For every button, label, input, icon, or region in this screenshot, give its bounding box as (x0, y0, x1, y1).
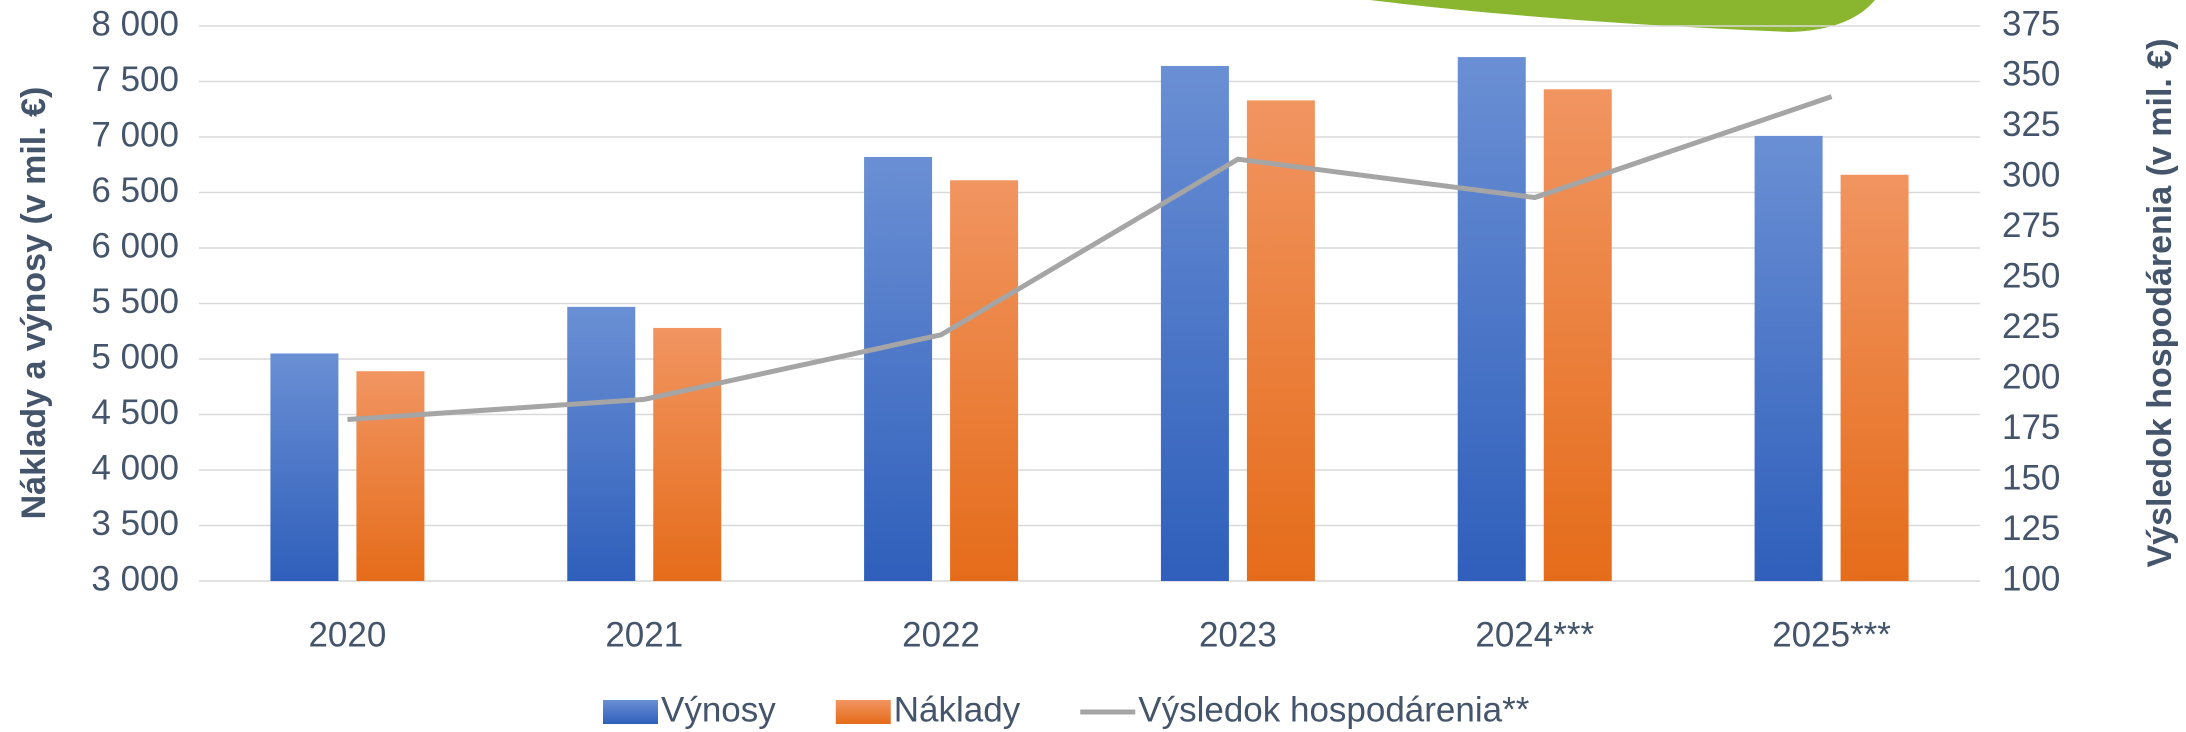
y-axis-title: Náklady a výnosy (v mil. €) (15, 87, 53, 520)
y-tick-label: 6 000 (91, 226, 179, 265)
legend-label: Náklady (894, 690, 1021, 729)
y2-tick-label: 150 (2002, 458, 2060, 497)
y-tick-label: 5 500 (91, 282, 179, 321)
bar (1161, 66, 1229, 581)
bar (1841, 175, 1909, 581)
bar (1247, 100, 1315, 581)
y2-tick-label: 325 (2002, 105, 2060, 144)
y2-axis-title: Výsledok hospodárenia (v mil. €) (2141, 38, 2179, 567)
x-tick-label: 2021 (605, 615, 683, 654)
bar (270, 353, 338, 581)
y2-tick-label: 300 (2002, 156, 2060, 195)
y-tick-label: 7 000 (91, 115, 179, 154)
y-tick-label: 4 500 (91, 393, 179, 432)
y2-tick-label: 100 (2002, 559, 2060, 598)
decoration (1370, 0, 1875, 32)
x-tick-label: 2024*** (1475, 615, 1594, 654)
bar (864, 157, 932, 581)
y-tick-label: 3 500 (91, 504, 179, 543)
bar (567, 307, 635, 581)
page: Náklady a výnosy (v mil. €) Výsledok hos… (0, 0, 2186, 732)
y2-tick-label: 375 (2002, 4, 2060, 43)
legend-label: Výnosy (661, 690, 776, 729)
x-tick-label: 2020 (308, 615, 386, 654)
y2-tick-label: 275 (2002, 206, 2060, 245)
y2-tick-label: 250 (2002, 257, 2060, 296)
bar (1755, 136, 1823, 581)
legend-swatch (603, 700, 658, 724)
bar (356, 371, 424, 581)
y-tick-label: 7 500 (91, 60, 179, 99)
y-tick-label: 6 500 (91, 171, 179, 210)
bar (950, 180, 1018, 581)
y2-tick-label: 350 (2002, 55, 2060, 94)
y2-tick-label: 175 (2002, 408, 2060, 447)
y2-tick-label: 125 (2002, 509, 2060, 548)
y-tick-label: 3 000 (91, 559, 179, 598)
chart: Náklady a výnosy (v mil. €) Výsledok hos… (0, 0, 2186, 732)
x-tick-label: 2025*** (1772, 615, 1891, 654)
bar (1544, 89, 1612, 581)
y-tick-label: 5 000 (91, 337, 179, 376)
legend-label: Výsledok hospodárenia** (1138, 690, 1529, 729)
x-tick-label: 2023 (1199, 615, 1277, 654)
y-tick-label: 8 000 (91, 4, 179, 43)
bar (653, 328, 721, 581)
x-tick-label: 2022 (902, 615, 980, 654)
y-tick-label: 4 000 (91, 448, 179, 487)
legend-swatch (836, 700, 891, 724)
bar (1458, 57, 1526, 581)
y2-tick-label: 225 (2002, 307, 2060, 346)
y2-tick-label: 200 (2002, 357, 2060, 396)
